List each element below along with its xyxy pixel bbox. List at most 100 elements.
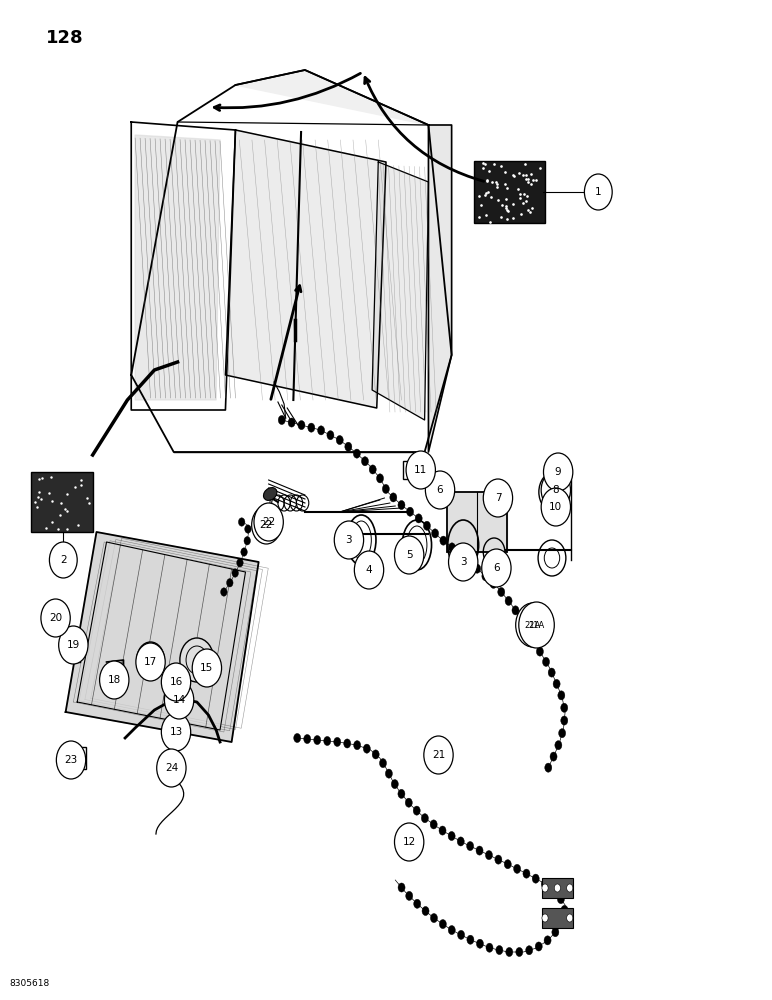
Circle shape: [161, 713, 191, 751]
Circle shape: [157, 749, 186, 787]
Text: 6: 6: [437, 485, 443, 495]
Circle shape: [439, 826, 446, 835]
Circle shape: [466, 557, 472, 566]
Bar: [447, 492, 507, 552]
Text: 17: 17: [144, 657, 157, 667]
Circle shape: [414, 899, 421, 908]
Circle shape: [495, 855, 502, 864]
Circle shape: [557, 895, 564, 904]
Polygon shape: [131, 85, 452, 452]
Circle shape: [354, 449, 361, 458]
Circle shape: [405, 798, 412, 807]
Circle shape: [344, 739, 350, 748]
Text: 12: 12: [402, 837, 416, 847]
Circle shape: [449, 543, 478, 581]
Circle shape: [474, 564, 481, 573]
Circle shape: [308, 423, 315, 432]
Circle shape: [476, 846, 483, 855]
Bar: [61, 747, 86, 769]
Circle shape: [390, 493, 397, 502]
Circle shape: [560, 716, 567, 725]
Circle shape: [532, 874, 539, 883]
Text: 15: 15: [200, 663, 214, 673]
Circle shape: [398, 883, 405, 892]
Text: 6: 6: [493, 563, 499, 573]
Text: 19: 19: [66, 640, 80, 650]
Circle shape: [560, 703, 567, 712]
Text: 11: 11: [414, 465, 428, 475]
Bar: [159, 756, 181, 774]
Text: 5: 5: [406, 550, 412, 560]
Circle shape: [541, 488, 571, 526]
Circle shape: [523, 869, 530, 878]
Circle shape: [337, 435, 344, 445]
Circle shape: [542, 914, 548, 922]
Circle shape: [354, 741, 361, 750]
Circle shape: [354, 551, 384, 589]
Circle shape: [334, 521, 364, 559]
Polygon shape: [225, 130, 386, 408]
Circle shape: [449, 926, 455, 935]
Circle shape: [75, 755, 80, 761]
Circle shape: [530, 637, 537, 646]
Circle shape: [226, 579, 233, 587]
Text: 22: 22: [262, 517, 276, 527]
Text: 10: 10: [549, 502, 563, 512]
Bar: [404, 461, 423, 479]
Circle shape: [136, 643, 165, 681]
Circle shape: [519, 602, 554, 648]
Circle shape: [550, 752, 557, 761]
Polygon shape: [66, 532, 259, 742]
Circle shape: [369, 465, 376, 474]
Circle shape: [543, 453, 573, 491]
Circle shape: [406, 891, 413, 900]
Text: 20: 20: [49, 613, 63, 623]
Circle shape: [377, 474, 384, 483]
Circle shape: [59, 626, 88, 664]
Circle shape: [244, 537, 250, 545]
Text: 4: 4: [366, 565, 372, 575]
Circle shape: [239, 518, 245, 526]
Circle shape: [504, 860, 511, 869]
Circle shape: [49, 542, 77, 578]
Circle shape: [550, 886, 557, 895]
Circle shape: [482, 549, 511, 587]
Circle shape: [543, 657, 550, 666]
Polygon shape: [448, 492, 507, 552]
Circle shape: [192, 649, 222, 687]
Polygon shape: [235, 70, 428, 125]
Text: 13: 13: [169, 727, 183, 737]
Circle shape: [486, 943, 493, 952]
Text: 24: 24: [164, 763, 178, 773]
Circle shape: [423, 521, 431, 530]
Circle shape: [513, 864, 520, 873]
Circle shape: [303, 734, 311, 744]
Circle shape: [180, 638, 214, 682]
Circle shape: [164, 681, 194, 719]
Circle shape: [516, 603, 550, 647]
Circle shape: [584, 174, 612, 210]
Circle shape: [56, 741, 86, 779]
Circle shape: [254, 503, 283, 541]
Circle shape: [372, 750, 379, 759]
Polygon shape: [131, 122, 235, 410]
Circle shape: [552, 928, 559, 937]
Circle shape: [162, 664, 190, 700]
Circle shape: [535, 942, 542, 951]
Circle shape: [364, 744, 371, 753]
Circle shape: [554, 884, 560, 892]
Circle shape: [467, 935, 474, 944]
Circle shape: [41, 599, 70, 637]
Circle shape: [137, 642, 164, 678]
Circle shape: [334, 737, 340, 746]
Circle shape: [506, 947, 513, 957]
Polygon shape: [372, 162, 428, 420]
Circle shape: [298, 421, 305, 430]
Circle shape: [327, 431, 334, 440]
Circle shape: [252, 506, 281, 544]
Circle shape: [66, 755, 70, 761]
Circle shape: [431, 914, 438, 923]
Text: 9: 9: [555, 467, 561, 477]
Circle shape: [407, 507, 414, 516]
Circle shape: [545, 763, 552, 772]
